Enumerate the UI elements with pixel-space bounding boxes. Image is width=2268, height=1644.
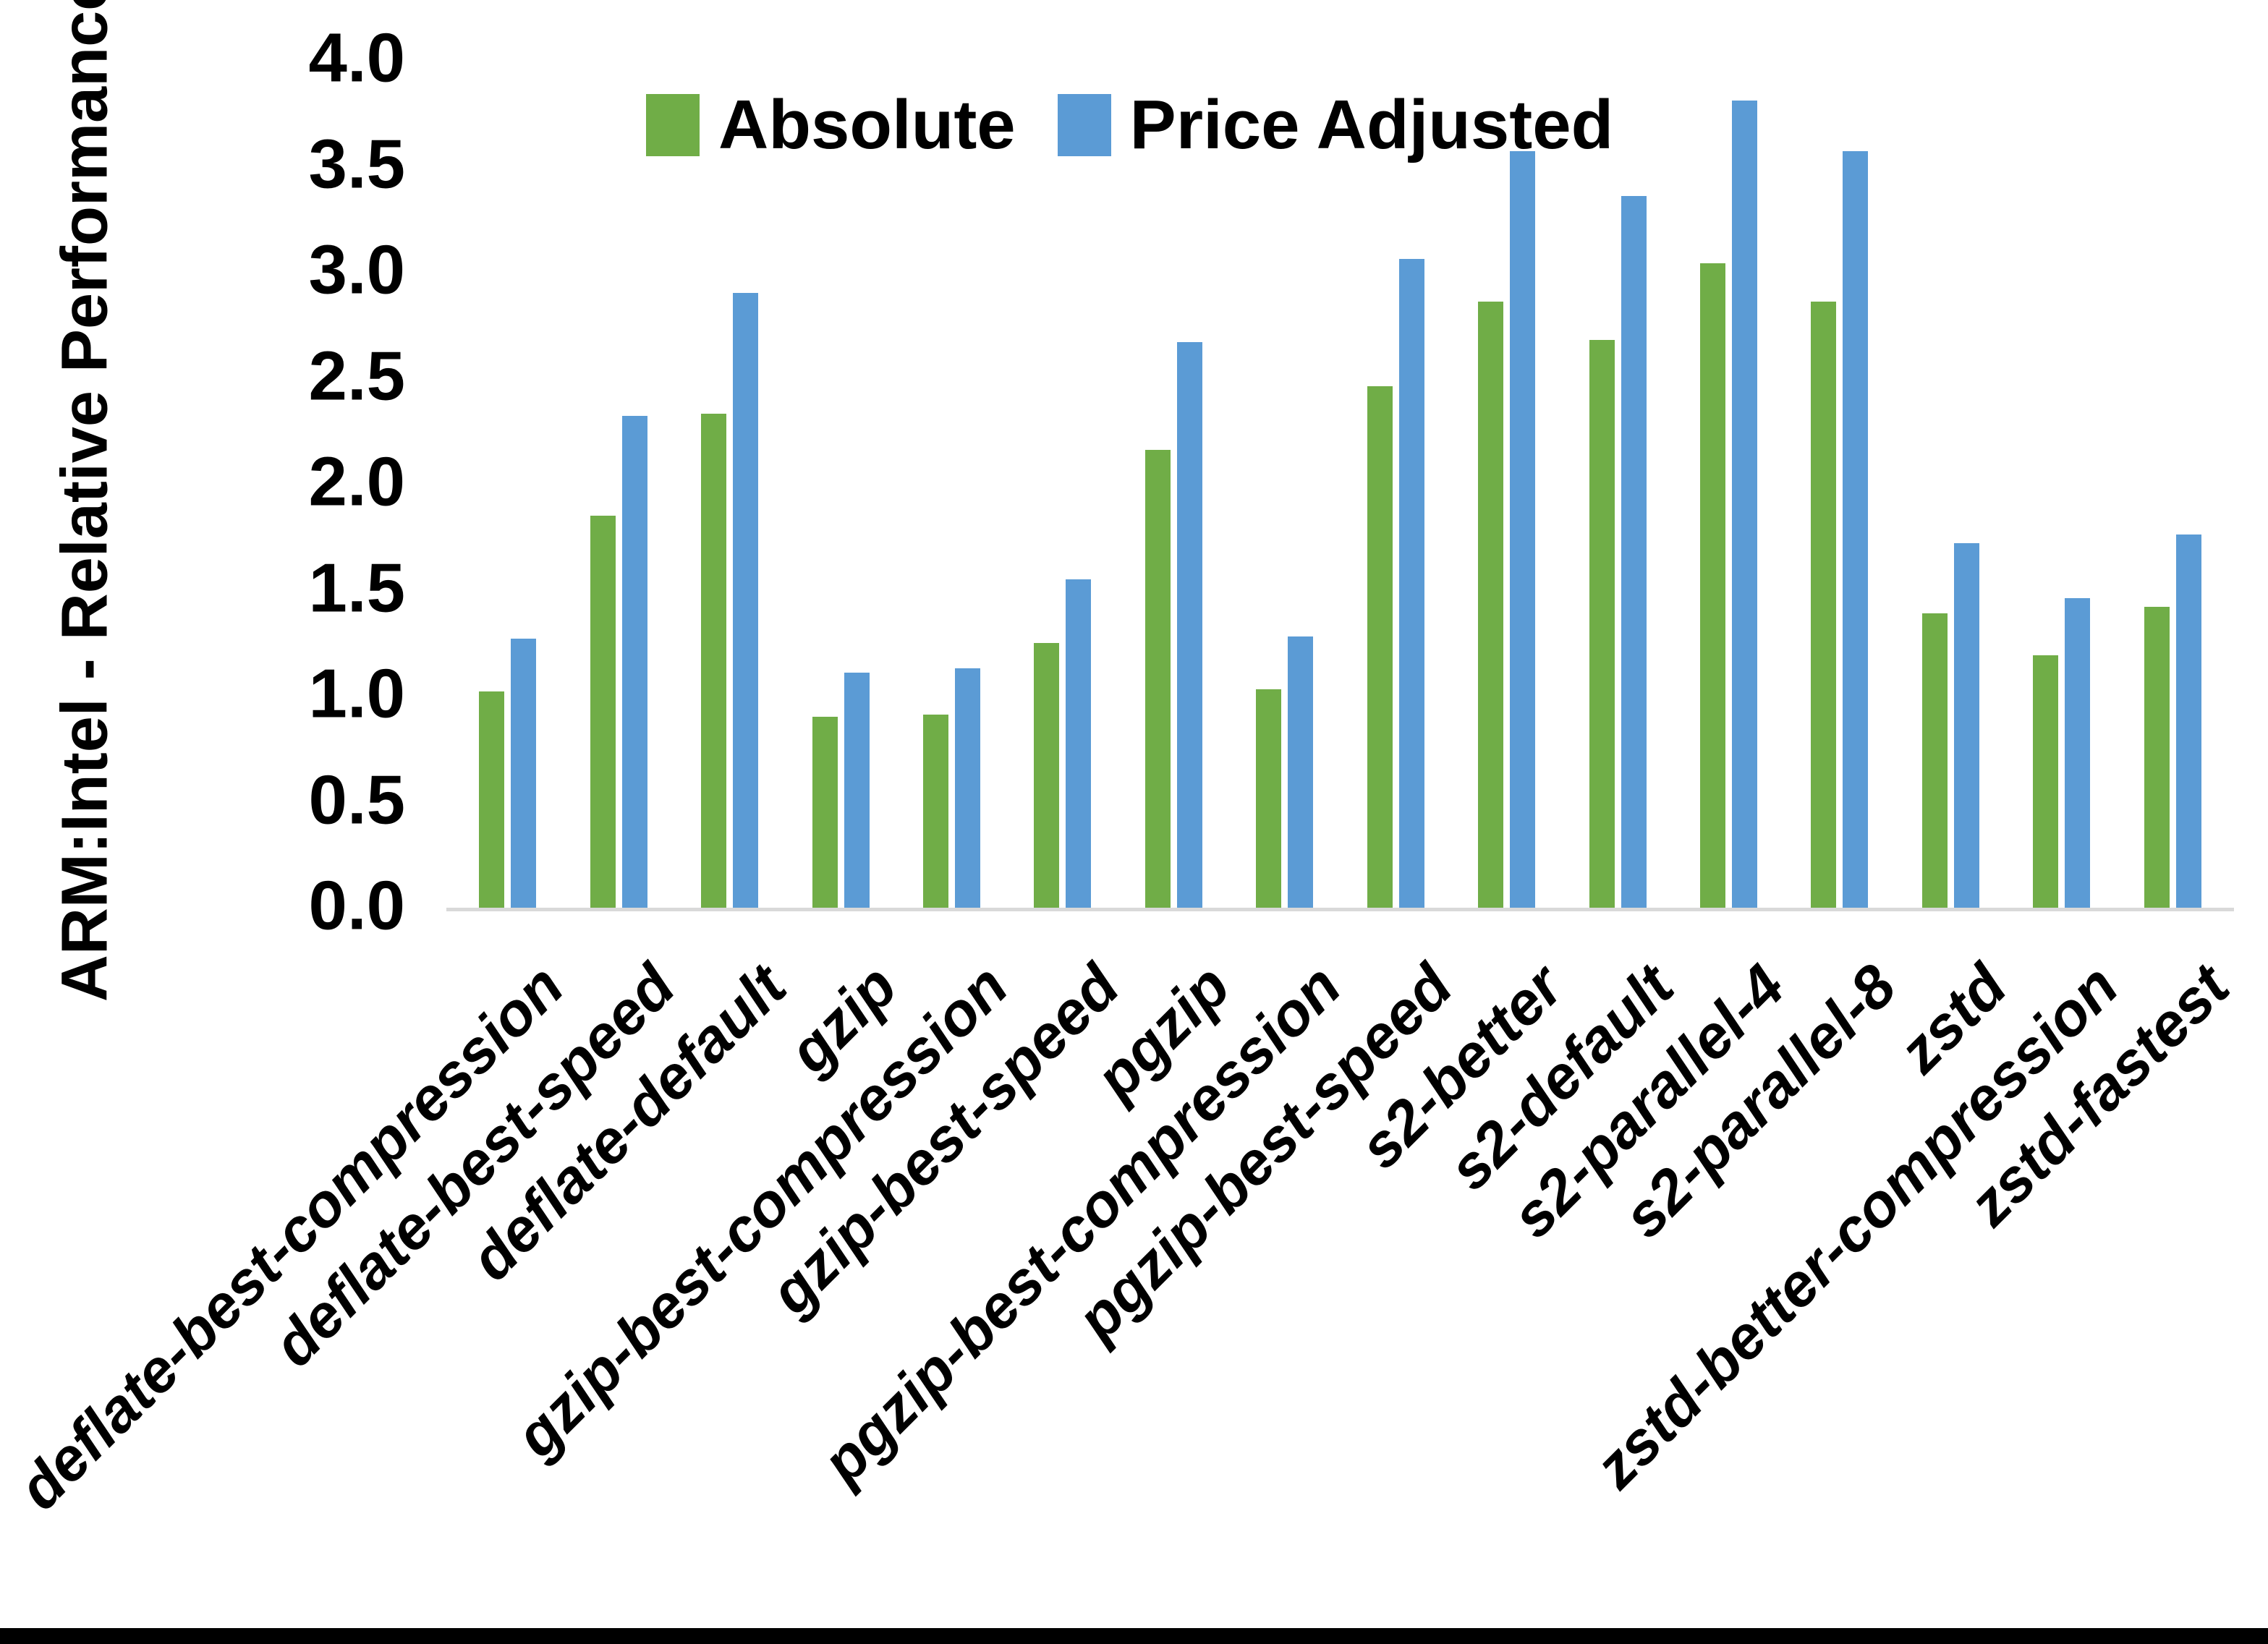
bar-absolute-deflate-best-speed bbox=[590, 515, 616, 908]
bar-price-adjusted-s2-parallel-4 bbox=[1732, 100, 1758, 908]
legend: Absolute Price Adjusted bbox=[646, 85, 1613, 165]
bar-price-adjusted-pgzip bbox=[1176, 341, 1202, 908]
bar-price-adjusted-gzip bbox=[844, 672, 870, 908]
legend-swatch-price-adjusted bbox=[1057, 94, 1111, 156]
legend-swatch-absolute bbox=[646, 94, 700, 156]
bottom-border bbox=[0, 1628, 2268, 1644]
bar-price-adjusted-s2-default bbox=[1621, 195, 1647, 908]
bar-absolute-gzip-best-speed bbox=[1034, 642, 1060, 908]
y-tick-label: 0.0 bbox=[308, 866, 405, 945]
bar-absolute-pgzip bbox=[1144, 450, 1171, 908]
bar-price-adjusted-deflate-best-speed bbox=[621, 416, 647, 908]
bar-price-adjusted-s2-better bbox=[1510, 151, 1536, 908]
bar-absolute-zstd bbox=[1921, 613, 1948, 908]
bar-price-adjusted-deflate-default bbox=[733, 293, 759, 908]
bar-price-adjusted-gzip-best-compression bbox=[954, 668, 980, 908]
bar-absolute-deflate-default bbox=[701, 414, 727, 908]
bar-absolute-pgzip-best-compression bbox=[1256, 689, 1282, 908]
bar-price-adjusted-deflate-best-compression bbox=[511, 638, 537, 908]
y-tick-label: 2.0 bbox=[308, 443, 405, 521]
y-tick-label: 1.0 bbox=[308, 655, 405, 733]
bar-absolute-deflate-best-compression bbox=[479, 691, 505, 908]
bar-absolute-zstd-better-compression bbox=[2033, 655, 2059, 908]
bar-absolute-gzip bbox=[812, 717, 838, 908]
bar-price-adjusted-s2-parallel-8 bbox=[1843, 151, 1869, 908]
bar-price-adjusted-pgzip-best-compression bbox=[1288, 636, 1314, 908]
x-axis-line bbox=[446, 908, 2234, 911]
bar-price-adjusted-zstd-better-compression bbox=[2065, 598, 2091, 908]
bar-absolute-pgzip-best-speed bbox=[1367, 386, 1393, 908]
y-tick-label: 3.5 bbox=[308, 125, 405, 203]
bar-absolute-s2-parallel-8 bbox=[1811, 302, 1837, 908]
bar-absolute-s2-parallel-4 bbox=[1700, 263, 1726, 908]
bar-absolute-s2-default bbox=[1589, 339, 1615, 908]
legend-label-absolute: Absolute bbox=[718, 86, 1016, 163]
y-tick-label: 4.0 bbox=[308, 19, 405, 97]
bar-price-adjusted-zstd bbox=[1953, 543, 1979, 908]
bar-absolute-s2-better bbox=[1478, 302, 1504, 908]
y-tick-label: 2.5 bbox=[308, 337, 405, 415]
plot-area bbox=[446, 61, 2234, 911]
bar-absolute-zstd-fastest bbox=[2144, 606, 2170, 908]
y-tick-label: 3.0 bbox=[308, 231, 405, 309]
y-axis-title: ARM:Intel - Relative Performance bbox=[48, 0, 122, 1002]
legend-label-price-adjusted: Price Adjusted bbox=[1129, 86, 1614, 163]
bar-absolute-gzip-best-compression bbox=[922, 715, 948, 908]
bar-price-adjusted-pgzip-best-speed bbox=[1398, 259, 1424, 908]
legend-item-price-adjusted: Price Adjusted bbox=[1057, 85, 1614, 165]
bar-price-adjusted-zstd-fastest bbox=[2175, 534, 2201, 908]
bar-price-adjusted-gzip-best-speed bbox=[1066, 579, 1092, 908]
y-tick-label: 1.5 bbox=[308, 549, 405, 627]
y-tick-label: 0.5 bbox=[308, 761, 405, 839]
legend-item-absolute: Absolute bbox=[646, 85, 1016, 165]
